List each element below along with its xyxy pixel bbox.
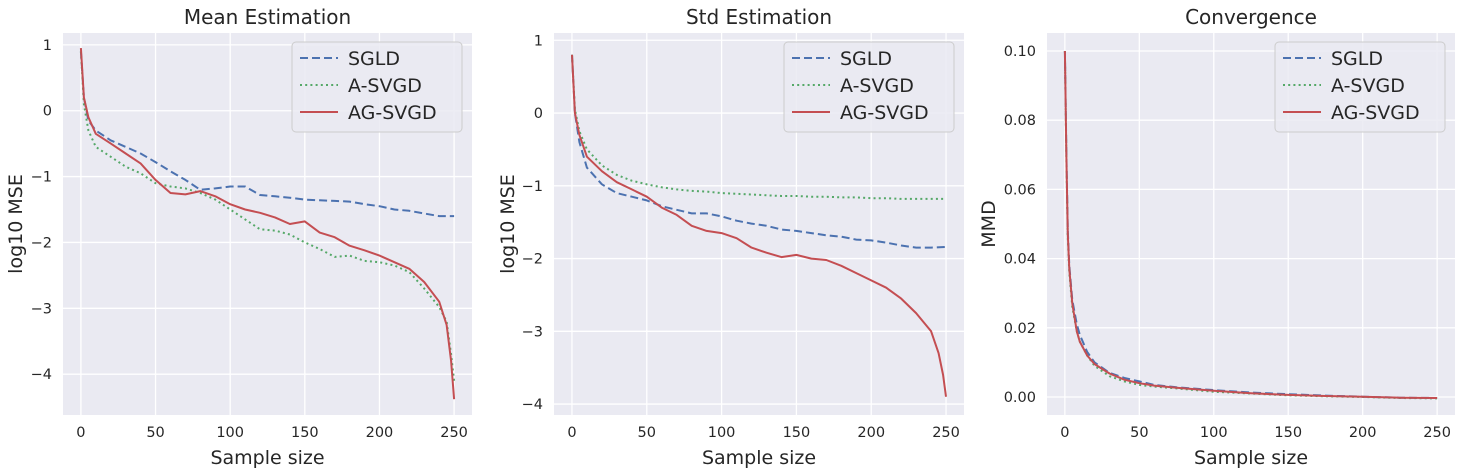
x-tick-label: 200 bbox=[366, 425, 394, 441]
mean-estimation-chart: 0 50 100 150 200 250 1 0 −1 −2 −3 −4 Mean Estimation… bbox=[5, 5, 472, 469]
x-tick-label: 100 bbox=[708, 425, 736, 441]
legend-label: AG-SVGD bbox=[1331, 102, 1420, 124]
legend-label: A-SVGD bbox=[348, 75, 422, 97]
y-tick-label: −4 bbox=[522, 397, 543, 413]
x-tick-label: 250 bbox=[1423, 425, 1451, 441]
x-tick-label: 150 bbox=[783, 425, 811, 441]
legend-label: AG-SVGD bbox=[840, 102, 929, 124]
y-tick-label: 0 bbox=[43, 104, 52, 120]
legend-label: A-SVGD bbox=[840, 75, 914, 97]
x-tick-label: 150 bbox=[291, 425, 319, 441]
y-axis-label: log10 MSE bbox=[497, 174, 519, 274]
y-tick-label: 0.02 bbox=[1004, 321, 1036, 337]
convergence-chart: 0 50 100 150 200 250 0.10 0.08 0.06 0.04 0.02 0.00 C… bbox=[978, 5, 1455, 469]
legend-box bbox=[783, 41, 955, 133]
legend-label: AG-SVGD bbox=[348, 102, 437, 124]
series-group bbox=[79, 48, 456, 400]
y-tick-label: 0.08 bbox=[1004, 113, 1036, 129]
chart-title: Std Estimation bbox=[686, 5, 832, 29]
std-estimation-chart: 0 50 100 150 200 250 1 0 −1 −2 −3 −4 Std Estimation S… bbox=[497, 5, 964, 469]
series-group bbox=[1063, 50, 1438, 400]
x-tick-label: 250 bbox=[440, 425, 468, 441]
x-tick-label: 0 bbox=[1060, 425, 1069, 441]
y-tick-label: −3 bbox=[522, 324, 543, 340]
y-axis-label: MMD bbox=[978, 200, 1000, 247]
y-tick-label: −2 bbox=[522, 252, 543, 268]
y-tick-label: −3 bbox=[31, 301, 52, 317]
series-line-ag-svgd bbox=[79, 48, 456, 400]
x-tick-label: 250 bbox=[932, 425, 960, 441]
y-tick-label: 1 bbox=[534, 33, 543, 49]
series-line-a-svgd bbox=[1063, 50, 1438, 400]
legend-box bbox=[1274, 41, 1446, 133]
series-line-ag-svgd bbox=[1063, 50, 1438, 399]
x-axis-label: Sample size bbox=[702, 447, 816, 469]
legend-label: SGLD bbox=[348, 48, 400, 70]
chart-title: Mean Estimation bbox=[184, 5, 351, 29]
x-tick-label: 50 bbox=[146, 425, 164, 441]
y-tick-label: −2 bbox=[31, 235, 52, 251]
x-tick-label: 200 bbox=[857, 425, 885, 441]
series-line-a-svgd bbox=[571, 54, 946, 200]
y-tick-label: 0.10 bbox=[1004, 44, 1036, 60]
legend: SGLD A-SVGD AG-SVGD bbox=[1274, 41, 1446, 133]
series-line-sgld bbox=[571, 54, 947, 249]
x-tick-label: 50 bbox=[1130, 425, 1148, 441]
chart-title: Convergence bbox=[1185, 5, 1317, 29]
y-tick-label: 0.06 bbox=[1004, 182, 1036, 198]
y-tick-label: 0.04 bbox=[1004, 252, 1036, 268]
x-tick-label: 100 bbox=[1200, 425, 1228, 441]
x-tick-label: 100 bbox=[216, 425, 244, 441]
x-tick-label: 0 bbox=[567, 425, 576, 441]
y-tick-label: 1 bbox=[43, 38, 52, 54]
y-axis-label: log10 MSE bbox=[5, 174, 27, 274]
legend: SGLD A-SVGD AG-SVGD bbox=[783, 41, 955, 133]
legend: SGLD A-SVGD AG-SVGD bbox=[291, 41, 463, 133]
x-tick-label: 0 bbox=[76, 425, 85, 441]
legend-label: SGLD bbox=[840, 48, 892, 70]
x-axis-label: Sample size bbox=[1194, 447, 1308, 469]
legend-box bbox=[291, 41, 463, 133]
y-tick-label: −4 bbox=[31, 367, 52, 383]
legend-label: SGLD bbox=[1331, 48, 1383, 70]
y-tick-label: −1 bbox=[522, 179, 543, 195]
y-tick-label: 0 bbox=[534, 106, 543, 122]
x-tick-label: 200 bbox=[1349, 425, 1377, 441]
legend-label: A-SVGD bbox=[1331, 75, 1405, 97]
series-line-sgld bbox=[79, 51, 455, 218]
x-tick-label: 150 bbox=[1274, 425, 1302, 441]
x-tick-label: 50 bbox=[638, 425, 656, 441]
x-axis-label: Sample size bbox=[210, 447, 324, 469]
series-line-ag-svgd bbox=[571, 54, 947, 397]
series-group bbox=[571, 54, 947, 397]
y-tick-label: −1 bbox=[31, 170, 52, 186]
y-tick-label: 0.00 bbox=[1004, 390, 1036, 406]
series-line-a-svgd bbox=[79, 51, 456, 381]
